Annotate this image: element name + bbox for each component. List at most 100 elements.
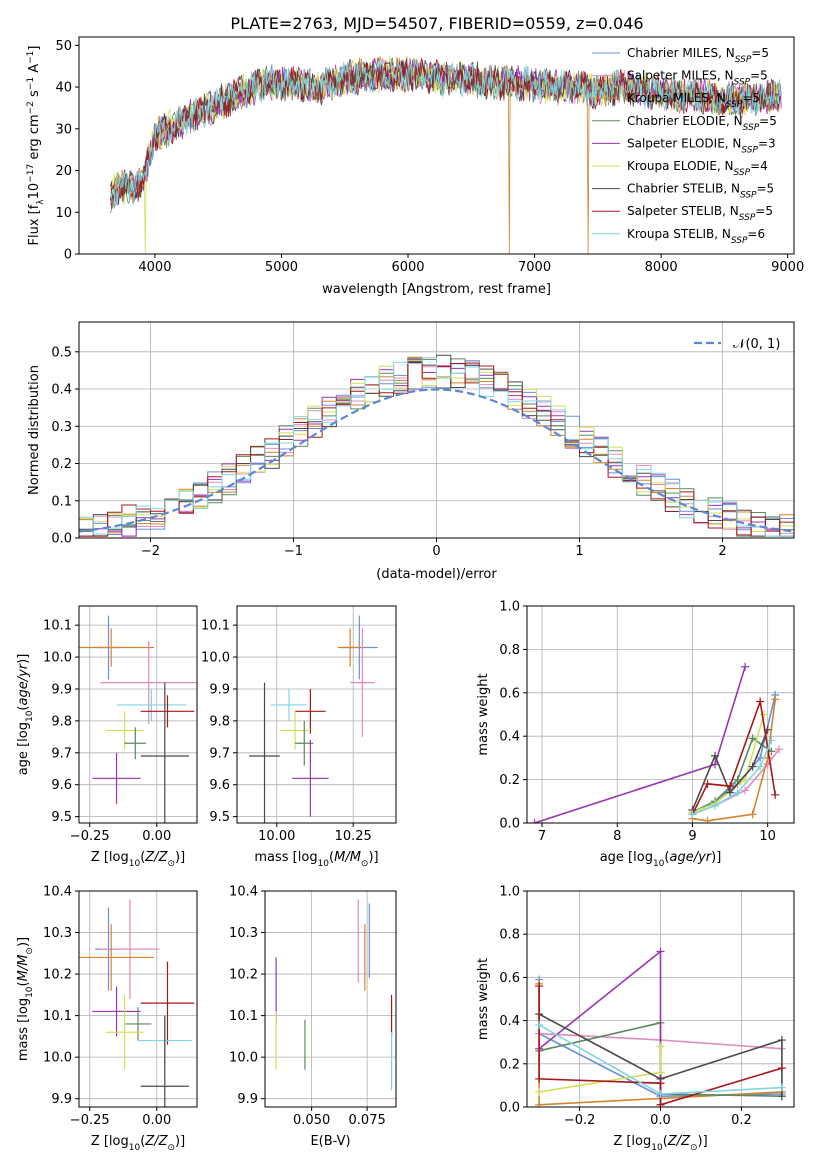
y-tick-label: 0.1 [51,494,72,509]
y-tick-label: 10.1 [201,619,230,634]
y-axis-label: mass weight [476,958,491,1040]
y-tick-label: 0.4 [499,730,520,745]
weight-marker [763,753,772,762]
legend-entry: Kroupa STELIB, NSSP=6 [627,227,765,246]
y-tick-label: 0.4 [51,383,72,398]
y-tick-label: 9.7 [51,746,72,761]
weight-marker [535,1087,544,1096]
x-tick-label: 9000 [771,260,804,275]
y-tick-label: 40 [55,81,72,96]
axes-frame [526,605,795,824]
weight-marker [733,788,742,797]
weight-marker [656,1079,665,1088]
weight-marker [733,775,742,784]
x-tick-label: −1 [284,544,303,559]
legend-entry: 𝒩(0, 1) [733,337,780,352]
axes-frame [78,605,198,824]
y-axis-label: age [log10(age/yr)] [16,654,35,776]
x-tick-label: 0.075 [349,1113,386,1128]
y-tick-label: 10.2 [229,968,258,983]
x-tick-label: −0.25 [70,829,110,844]
panels: 4000 5000 6000 7000 8000 900001020304050wavel… [16,36,804,1153]
x-axis-label: Z [log10(Z/Z⊙)] [91,850,185,869]
x-tick-label: 1 [575,544,583,559]
histogram-step [79,357,794,537]
axes-frame [264,890,397,1108]
weight-marker [711,751,720,760]
weight-marker [759,710,768,719]
y-axis-label: Normed distribution [27,365,42,495]
y-tick-label: 0.0 [499,817,520,832]
legend-entry: Kroupa MILES, NSSP=5 [627,91,760,110]
x-axis-label: E(B-V) [310,1134,350,1149]
y-tick-label: 0.0 [499,1101,520,1116]
legend-entry: Salpeter ELODIE, NSSP=3 [627,136,776,155]
panel-residuals: −2 −1 0 1 2 0.0 0.1 0.2 0.3 0.4 0.5 (data-model)/er… [27,321,795,582]
x-axis-label: Z [log10(Z/Z⊙)] [613,1134,707,1153]
weight-marker [756,697,765,706]
weight-marker [703,816,712,823]
weight-marker [777,1036,786,1045]
weight-marker [741,786,750,795]
y-axis-label: Flux [fλ10−17 erg cm−2 s−1 A−1] [26,46,46,246]
y-tick-label: 20 [55,164,72,179]
weight-marker [771,695,780,704]
weight-marker [741,775,750,784]
y-axis-label: mass weight [476,673,491,755]
panel-age_vs_Z: −0.25 0.00 9.5 9.6 9.7 9.8 9.9 10.0 10.1 Z [log10… [16,605,198,869]
y-tick-label: 1.0 [499,885,520,900]
x-tick-label: 8000 [645,260,678,275]
x-tick-label: 10 [759,829,776,844]
legend-entry: Chabrier ELODIE, NSSP=5 [627,114,777,133]
weight-marker [748,762,757,771]
y-tick-label: 10.1 [43,619,72,634]
weight-marker [774,745,783,754]
weight-marker [767,736,776,745]
weight-marker [756,762,765,771]
legend-entry: Salpeter MILES, NSSP=5 [627,69,768,88]
x-axis-label: age [log10(age/yr)] [600,850,722,869]
y-tick-label: 0.2 [499,773,520,788]
axes-frame [78,36,795,255]
y-tick-label: 9.9 [237,1092,258,1107]
y-tick-label: 9.7 [209,746,230,761]
axes-frame [78,890,198,1108]
y-tick-label: 10.3 [229,926,258,941]
x-tick-label: 2 [718,544,726,559]
panel-weight_vs_age: 7 8 9 10 0.0 0.2 0.4 0.6 0.8 1.0 age [log10(age/yr… [476,600,795,869]
x-tick-label: 0 [432,544,440,559]
x-axis-label: Z [log10(Z/Z⊙)] [91,1134,185,1153]
y-tick-label: 9.9 [51,1092,72,1107]
y-tick-label: 10.4 [229,885,258,900]
figure-title: PLATE=2763, MJD=54507, FIBERID=0559, z=0… [230,14,643,33]
panel-spectrum: 4000 5000 6000 7000 8000 9000 0 10 20 30 40 50 wavel… [26,36,804,297]
weight-marker [748,810,757,819]
y-tick-label: 10.0 [43,651,72,666]
y-tick-label: 0.0 [51,532,72,547]
legend-entry: Kroupa ELODIE, NSSP=4 [627,159,768,178]
y-tick-label: 10.0 [229,1051,258,1066]
weight-marker [748,734,757,743]
weight-marker [530,819,539,823]
weight-marker [656,1042,665,1051]
x-tick-label: −0.2 [564,1113,596,1128]
y-tick-label: 10.0 [43,1051,72,1066]
y-tick-label: 9.6 [51,778,72,793]
x-tick-label: 0.2 [731,1113,752,1128]
histogram-step [79,359,794,537]
y-tick-label: 9.8 [51,714,72,729]
y-tick-label: 0.6 [499,686,520,701]
x-tick-label: −2 [141,544,160,559]
x-tick-label: 0.050 [293,1113,330,1128]
panel-mass_vs_Z: −0.25 0.00 9.9 10.0 10.1 10.2 10.3 10.4 Z [log10… [16,885,198,1153]
legend-entry: Chabrier MILES, NSSP=5 [627,46,769,65]
weight-marker [535,982,544,991]
y-tick-label: 1.0 [499,600,520,615]
y-tick-label: 10.2 [43,968,72,983]
plot-area-weight_vs_Z [535,947,786,1107]
legend-entry: Chabrier STELIB, NSSP=5 [627,182,774,201]
y-tick-label: 9.5 [51,810,72,825]
y-tick-label: 30 [55,122,72,137]
panel-age_vs_mass: 10.00 10.25 9.5 9.6 9.7 9.8 9.9 10.0 10.1 mass [l… [201,605,397,869]
